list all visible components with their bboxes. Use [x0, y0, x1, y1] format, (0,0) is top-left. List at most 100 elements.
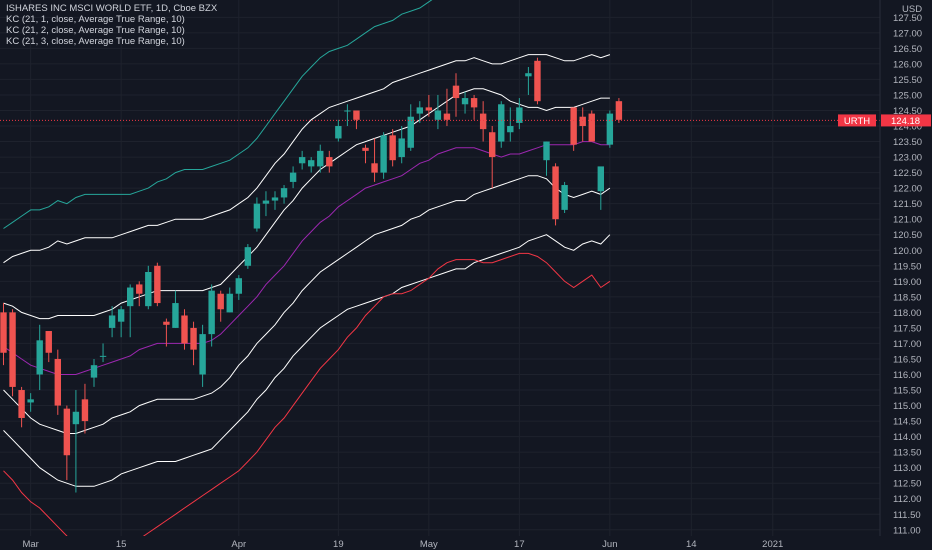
candle-body	[127, 287, 134, 307]
y-tick-label: 119.50	[893, 261, 921, 272]
y-tick-label: 111.50	[893, 510, 921, 521]
candle-body	[479, 113, 487, 130]
candle-body	[54, 358, 61, 406]
kc3-legend: KC (21, 3, close, Average True Range, 10…	[6, 36, 185, 47]
candle-body	[90, 365, 98, 378]
price-axis	[880, 0, 932, 550]
candle-body	[163, 321, 170, 325]
candle-body	[380, 135, 387, 173]
candle-body	[398, 138, 405, 158]
candle-body	[371, 163, 378, 173]
candle-body	[108, 315, 116, 328]
candle-body	[353, 110, 360, 120]
x-tick-label: Mar	[22, 539, 38, 550]
ticker-badge	[838, 114, 876, 127]
band-upper1	[3, 88, 610, 320]
candle-body	[72, 411, 80, 425]
y-tick-label: 117.50	[893, 323, 921, 334]
candle-body	[27, 399, 34, 403]
candle-body	[190, 327, 197, 350]
y-tick-label: 127.50	[893, 13, 922, 24]
candle-body	[235, 278, 242, 294]
candle-body	[262, 200, 270, 204]
candle-body	[136, 284, 143, 294]
y-tick-label: 115.50	[893, 386, 921, 397]
candle-body	[416, 107, 423, 114]
y-tick-label: 127.00	[893, 28, 922, 39]
y-tick-label: 125.50	[893, 75, 922, 86]
candle-body	[362, 147, 369, 151]
candle-body	[298, 157, 306, 164]
y-tick-label: 124.00	[893, 122, 922, 133]
candle-body	[326, 157, 333, 167]
y-tick-label: 125.00	[893, 90, 922, 101]
candle-body	[498, 104, 505, 142]
candle-body	[280, 188, 288, 198]
last-price-label: 124.18	[891, 116, 920, 127]
candle-body	[534, 60, 541, 102]
candle-body	[253, 203, 261, 229]
chart-legend: ISHARES INC MSCI WORLD ETF, 1D, Cboe BZX…	[6, 3, 217, 47]
candle-body	[344, 110, 351, 112]
y-tick-label: 116.00	[893, 370, 921, 381]
kc2-legend: KC (21, 2, close, Average True Range, 10…	[6, 25, 185, 36]
candle-body	[308, 160, 315, 167]
y-tick-label: 118.00	[893, 308, 921, 319]
y-tick-label: 116.50	[893, 354, 921, 365]
y-tick-label: 119.00	[893, 277, 921, 288]
candle-body	[470, 98, 478, 108]
candle-body	[552, 166, 559, 220]
band-lower2	[3, 234, 611, 487]
y-tick-label: 111.00	[893, 525, 921, 536]
y-tick-label: 124.50	[893, 106, 922, 117]
candle-body	[543, 141, 550, 161]
y-tick-label: 112.00	[893, 494, 921, 505]
y-tick-label: 123.00	[893, 153, 922, 164]
candle-body	[0, 312, 7, 353]
y-tick-label: 121.50	[893, 199, 922, 210]
candle-body	[18, 390, 25, 418]
candle-body	[597, 166, 604, 192]
candle-body	[507, 126, 514, 133]
y-tick-label: 115.00	[893, 401, 921, 412]
candle-body	[606, 113, 614, 145]
candle-body	[579, 116, 586, 127]
last-price-badge	[881, 114, 931, 127]
candle-body	[181, 315, 188, 344]
candle-body	[208, 290, 215, 335]
candle-body	[561, 185, 568, 210]
candle-body	[615, 101, 623, 120]
y-tick-label: 126.00	[893, 59, 922, 70]
candle-body	[335, 126, 342, 139]
y-tick-label: 122.50	[893, 168, 922, 179]
candle-body	[570, 107, 577, 145]
y-tick-label: 123.50	[893, 137, 922, 148]
candle-body	[271, 197, 279, 201]
x-tick-label: 15	[116, 539, 127, 550]
candle-body	[9, 312, 16, 387]
candle-body	[99, 355, 107, 357]
candle-body	[317, 150, 324, 167]
candle-body	[45, 331, 52, 353]
candle-body	[226, 293, 233, 313]
candle-body	[145, 272, 152, 307]
x-tick-label: 17	[514, 539, 525, 550]
band-lower3	[3, 252, 611, 550]
candle-body	[525, 73, 532, 77]
candle-body	[407, 116, 414, 148]
candle-body	[452, 85, 460, 99]
x-tick-label: 2021	[762, 539, 783, 550]
x-tick-label: Jun	[602, 539, 617, 550]
candle-body	[217, 293, 224, 310]
candle-body	[36, 340, 43, 375]
band-mid	[3, 141, 610, 375]
y-tick-label: 122.00	[893, 184, 922, 195]
time-axis	[0, 536, 932, 550]
y-tick-label: 114.00	[893, 432, 921, 443]
candle-body	[588, 113, 595, 142]
ticker-label: URTH	[844, 116, 870, 127]
y-tick-label: 118.50	[893, 292, 921, 303]
y-tick-label: 121.00	[893, 215, 922, 226]
candle-body	[244, 247, 252, 266]
